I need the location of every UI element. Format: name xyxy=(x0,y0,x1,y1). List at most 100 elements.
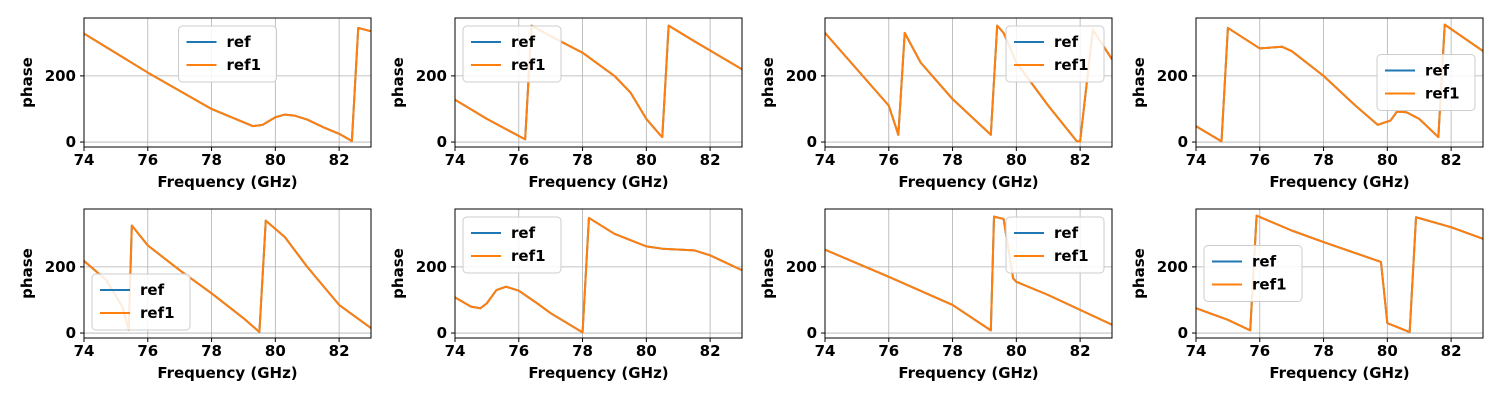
legend-label-ref1: ref1 xyxy=(1054,56,1089,74)
legend: ref ref1 xyxy=(462,25,562,83)
x-tick-label: 82 xyxy=(700,342,721,360)
y-tick-label: 0 xyxy=(437,133,447,151)
plot-frame xyxy=(454,17,743,148)
x-tick-label: 82 xyxy=(1441,151,1462,169)
x-tick-label: 76 xyxy=(137,342,158,360)
y-tick-label: 200 xyxy=(45,258,76,276)
x-tick-label: 76 xyxy=(137,151,158,169)
x-tick-label: 80 xyxy=(1377,342,1398,360)
y-axis-label: phase xyxy=(18,57,36,108)
x-tick-label: 82 xyxy=(1070,151,1091,169)
x-tick-label: 76 xyxy=(508,342,529,360)
legend-label-ref: ref xyxy=(140,281,165,299)
y-tick-label: 0 xyxy=(1178,324,1188,342)
x-tick-label: 82 xyxy=(329,342,350,360)
y-tick-label: 0 xyxy=(66,133,76,151)
y-tick-label: 200 xyxy=(1157,67,1188,85)
legend-box xyxy=(1005,25,1105,83)
y-tick-label: 200 xyxy=(45,67,76,85)
y-tick-label: 0 xyxy=(66,324,76,342)
plot-frame xyxy=(824,17,1113,148)
series-line-ref1 xyxy=(1196,23,1483,143)
x-tick-label: 76 xyxy=(1249,342,1270,360)
x-tick-label: 78 xyxy=(201,342,222,360)
y-tick-label: 0 xyxy=(1178,133,1188,151)
legend: ref ref1 xyxy=(1203,245,1303,302)
legend: ref ref1 xyxy=(91,273,191,331)
x-tick-label: 78 xyxy=(572,342,593,360)
legend: ref ref1 xyxy=(462,216,562,274)
plot-frame xyxy=(824,208,1113,339)
y-axis-label: phase xyxy=(18,248,36,299)
x-axis-label: Frequency (GHz) xyxy=(157,364,297,382)
legend: ref ref1 xyxy=(178,25,277,83)
y-tick-label: 200 xyxy=(1157,258,1188,276)
legend-label-ref1: ref1 xyxy=(1425,85,1460,103)
legend-box xyxy=(462,25,562,83)
x-axis-label: Frequency (GHz) xyxy=(528,364,668,382)
series-line-ref1 xyxy=(455,216,742,334)
legend-label-ref: ref xyxy=(1252,253,1277,271)
y-tick-label: 200 xyxy=(416,258,447,276)
x-tick-label: 78 xyxy=(572,151,593,169)
y-tick-label: 200 xyxy=(786,67,817,85)
legend-box xyxy=(91,273,191,331)
x-tick-label: 82 xyxy=(1441,342,1462,360)
x-tick-label: 80 xyxy=(1006,151,1027,169)
x-tick-label: 74 xyxy=(445,342,466,360)
x-tick-label: 76 xyxy=(508,151,529,169)
x-tick-label: 76 xyxy=(878,151,899,169)
x-tick-label: 80 xyxy=(1377,151,1398,169)
y-axis-label: phase xyxy=(759,57,777,108)
legend-label-ref: ref xyxy=(1425,62,1450,80)
x-axis-label: Frequency (GHz) xyxy=(157,173,297,191)
legend: ref ref1 xyxy=(1005,216,1105,274)
y-tick-label: 200 xyxy=(416,67,447,85)
x-axis-label: Frequency (GHz) xyxy=(1269,364,1409,382)
legend-box xyxy=(1376,54,1476,111)
x-tick-label: 76 xyxy=(878,342,899,360)
legend-label-ref1: ref1 xyxy=(140,304,175,322)
y-axis-label: phase xyxy=(389,248,407,299)
y-axis-label: phase xyxy=(759,248,777,299)
x-tick-label: 78 xyxy=(942,342,963,360)
plot-frame xyxy=(454,208,743,339)
legend-label-ref1: ref1 xyxy=(1252,276,1287,294)
x-tick-label: 80 xyxy=(636,342,657,360)
x-tick-label: 80 xyxy=(1006,342,1027,360)
legend-label-ref: ref xyxy=(511,33,536,51)
y-axis-label: phase xyxy=(389,57,407,108)
y-axis-label: phase xyxy=(1130,57,1148,108)
series-line-ref1 xyxy=(1196,214,1483,334)
x-tick-label: 74 xyxy=(1186,342,1207,360)
legend-box xyxy=(1005,216,1105,274)
x-tick-label: 78 xyxy=(1313,151,1334,169)
legend: ref ref1 xyxy=(1376,54,1476,111)
plot-frame xyxy=(83,208,372,339)
x-tick-label: 82 xyxy=(1070,342,1091,360)
subplot-6: 74 76 78 80 82 0 200 Frequency (GHz) phase refref… xyxy=(389,208,743,382)
series-line-ref1 xyxy=(455,24,742,141)
legend-label-ref1: ref1 xyxy=(511,247,546,265)
legend-label-ref1: ref1 xyxy=(1054,247,1089,265)
x-tick-label: 78 xyxy=(1313,342,1334,360)
x-tick-label: 74 xyxy=(74,342,95,360)
x-axis-label: Frequency (GHz) xyxy=(1269,173,1409,191)
x-axis-label: Frequency (GHz) xyxy=(528,173,668,191)
x-tick-label: 80 xyxy=(265,151,286,169)
x-tick-label: 82 xyxy=(700,151,721,169)
y-tick-label: 0 xyxy=(437,324,447,342)
legend-box xyxy=(1203,245,1303,302)
y-tick-label: 0 xyxy=(807,324,817,342)
legend-label-ref: ref xyxy=(1054,33,1079,51)
x-tick-label: 78 xyxy=(942,151,963,169)
legend-box xyxy=(462,216,562,274)
x-tick-label: 78 xyxy=(201,151,222,169)
legend-label-ref1: ref1 xyxy=(511,56,546,74)
y-tick-label: 200 xyxy=(786,258,817,276)
